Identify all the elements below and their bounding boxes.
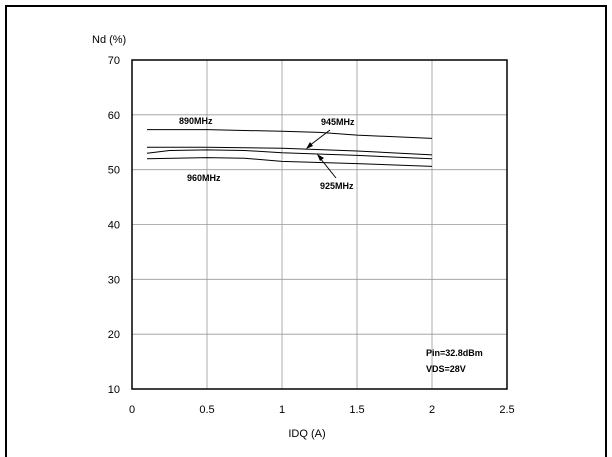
arrow-945-head xyxy=(306,142,313,149)
x-axis-label: IDQ (A) xyxy=(288,428,325,440)
x-tick-label: 2.5 xyxy=(499,404,514,416)
y-axis-label: Nd (%) xyxy=(92,34,126,46)
series-line-960mhz xyxy=(146,157,433,167)
y-tick-label: 60 xyxy=(108,110,120,122)
y-tick-label: 30 xyxy=(108,274,120,286)
series-line-890mhz xyxy=(147,129,433,139)
x-tick-label: 1.5 xyxy=(349,404,364,416)
y-tick-label: 10 xyxy=(108,384,120,396)
y-tick-label: 20 xyxy=(108,329,120,341)
plot-area xyxy=(131,59,508,390)
arrow-925 xyxy=(319,157,337,179)
series-label-945: 945MHz xyxy=(321,117,355,127)
arrow-945 xyxy=(308,129,331,147)
tick-labels: 0 0.5 1 1.5 2 2.5 10 20 30 40 50 60 70 xyxy=(108,55,515,416)
annotation-vds: VDS=28V xyxy=(426,364,466,374)
series-line-945mhz xyxy=(147,146,433,156)
x-tick-label: 1 xyxy=(279,404,285,416)
series-line-925mhz xyxy=(146,149,433,160)
series-label-890: 890MHz xyxy=(179,116,213,126)
y-tick-label: 50 xyxy=(108,165,120,177)
arrow-925-head xyxy=(317,154,324,161)
figure-frame xyxy=(5,5,607,457)
series-lines xyxy=(146,129,433,167)
x-tick-label: 0.5 xyxy=(199,404,214,416)
annotation-pin: Pin=32.8dBm xyxy=(426,348,483,358)
x-tick-label: 2 xyxy=(429,404,435,416)
grid xyxy=(132,60,507,389)
y-tick-label: 40 xyxy=(108,220,120,232)
x-tick-label: 0 xyxy=(129,404,135,416)
series-label-960: 960MHz xyxy=(187,173,221,183)
series-label-925: 925MHz xyxy=(320,181,354,191)
y-tick-label: 70 xyxy=(108,55,120,67)
